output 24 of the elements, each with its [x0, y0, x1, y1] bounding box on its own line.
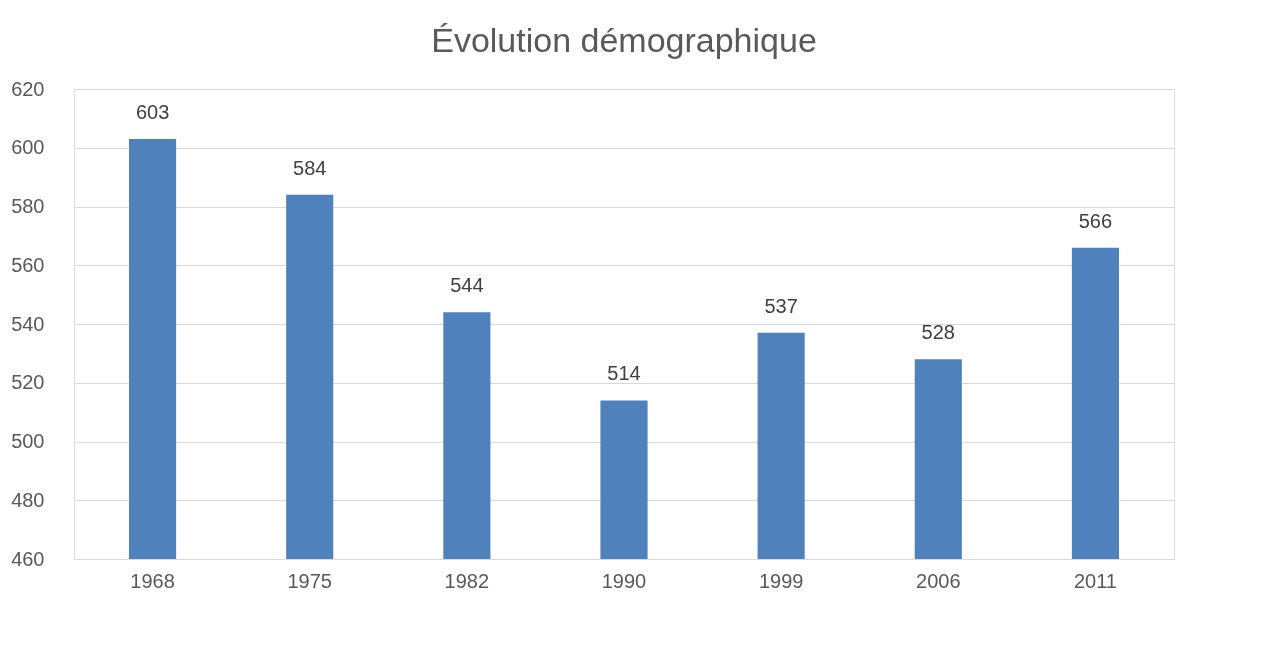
y-tick-label: 580	[11, 195, 45, 217]
data-label: 514	[607, 362, 641, 385]
y-tick-label: 620	[11, 77, 45, 100]
y-tick-label: 600	[11, 136, 45, 159]
data-label: 584	[293, 156, 327, 179]
data-label: 537	[764, 294, 798, 317]
y-tick-label: 500	[11, 430, 45, 452]
x-tick-label: 1975	[287, 569, 332, 592]
chart-title: Évolution démographique	[431, 21, 817, 59]
x-tick-label: 1990	[601, 569, 647, 592]
x-tick-label: 1968	[130, 569, 175, 592]
x-tick-label: 1999	[758, 569, 804, 592]
y-tick-label: 560	[11, 253, 45, 276]
y-tick-label: 540	[11, 312, 45, 335]
data-label: 528	[921, 321, 955, 344]
y-tick-label: 460	[11, 547, 45, 570]
y-tick-label: 520	[11, 371, 45, 394]
y-tick-label: 480	[11, 488, 45, 511]
data-label: 566	[1078, 209, 1113, 232]
x-tick-label: 2011	[1073, 569, 1117, 592]
data-label: 603	[135, 100, 170, 123]
data-label: 544	[450, 274, 484, 297]
x-tick-label: 1982	[444, 569, 490, 592]
x-tick-label: 2006	[916, 569, 961, 592]
